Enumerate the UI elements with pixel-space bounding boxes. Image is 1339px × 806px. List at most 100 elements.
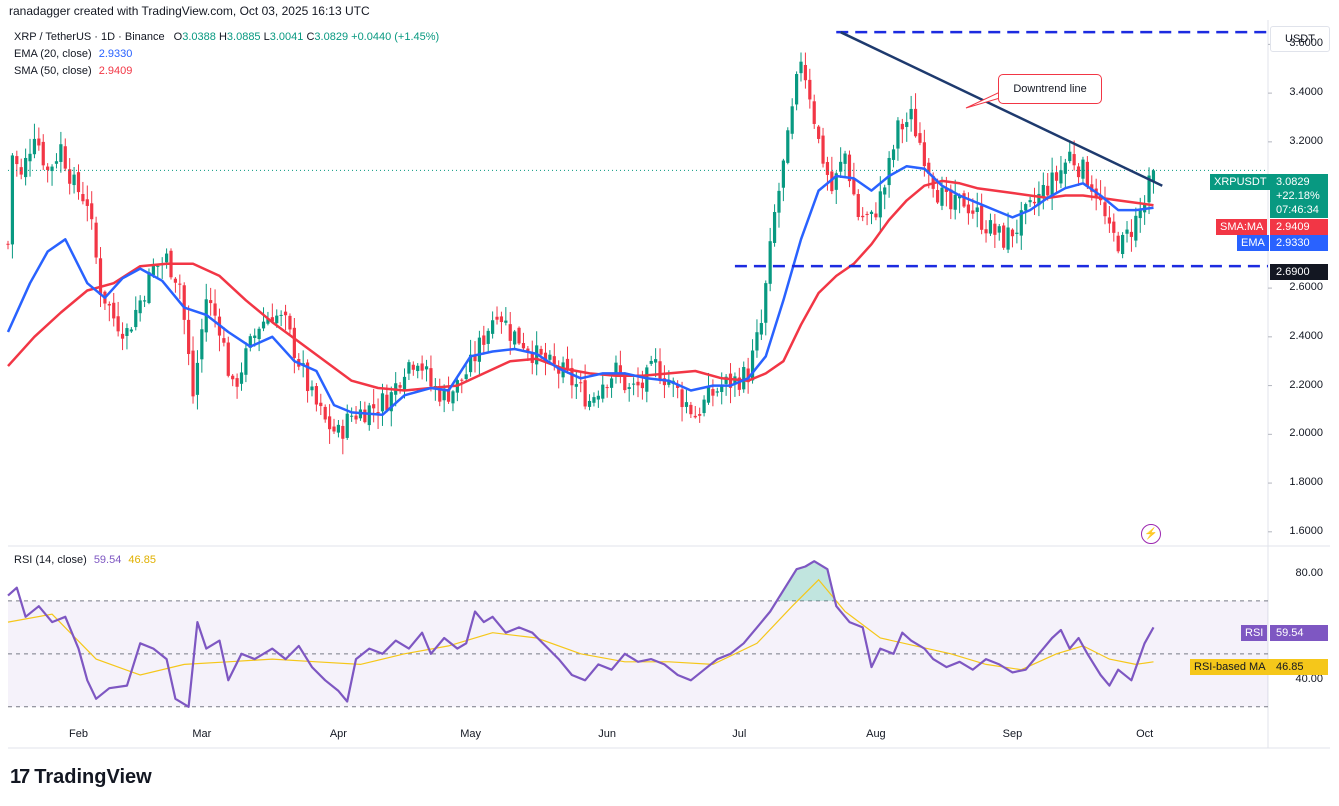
candle-body (521, 342, 526, 349)
candle-body (50, 166, 54, 172)
candle-body (1076, 166, 1081, 178)
candle-body (1041, 184, 1045, 197)
candle-body (1037, 193, 1041, 206)
candle-body (574, 384, 578, 387)
candle-body (579, 382, 583, 384)
candle-body (772, 211, 777, 243)
candle-body (896, 120, 900, 149)
candle-body (191, 350, 195, 397)
candle-body (314, 386, 318, 405)
downtrend-annotation[interactable]: Downtrend line (998, 74, 1102, 104)
candle-body (720, 385, 724, 392)
candle-body (1063, 162, 1067, 174)
candle-body (138, 300, 142, 314)
candle-body (1024, 204, 1028, 211)
candle-body (451, 391, 455, 404)
x-tick-label: Jun (598, 728, 617, 740)
candle-body (526, 348, 530, 353)
candle-body (513, 331, 517, 345)
candle-body (460, 379, 464, 381)
symbol-label[interactable]: XRP / TetherUS · 1D · Binance (14, 31, 165, 43)
candle-body (1032, 201, 1037, 204)
candle-body (367, 405, 371, 426)
rsi-tag-label: RSI (1241, 625, 1268, 641)
tradingview-logo[interactable]: 17 TradingView (10, 766, 152, 789)
candle-body (1147, 175, 1151, 203)
candle-body (795, 74, 799, 105)
candle-body (209, 300, 213, 304)
candle-body (253, 335, 257, 338)
candle-body (482, 335, 486, 345)
candle-body (614, 362, 618, 376)
candle-body (429, 368, 433, 387)
candle-body (843, 153, 847, 164)
candle-body (72, 174, 76, 186)
candle-body (292, 327, 296, 358)
lightning-icon[interactable]: ⚡ (1141, 524, 1161, 544)
candle-body (477, 337, 481, 362)
candle-body (486, 330, 490, 344)
candle-body (548, 354, 552, 360)
x-tick-label: May (460, 728, 481, 740)
candle-body (68, 169, 72, 184)
candle-body (222, 338, 226, 343)
candle-body (288, 315, 292, 330)
candle-body (583, 380, 587, 407)
candle-body (200, 329, 204, 360)
candle-body (81, 194, 85, 202)
candle-body (446, 388, 451, 402)
candle-body (883, 187, 887, 195)
candle-body (1107, 217, 1111, 224)
candle-body (90, 203, 94, 220)
candle-body (275, 315, 279, 324)
candle-body (283, 311, 288, 316)
candle-body (812, 101, 816, 124)
candle-body (1081, 159, 1085, 179)
candle-body (1129, 231, 1134, 237)
x-tick-label: Jul (732, 728, 747, 740)
candle-body (257, 328, 261, 340)
candle-body (63, 146, 67, 169)
rsi-tick-label: 40.00 (1295, 673, 1323, 686)
candle-body (380, 393, 385, 412)
candle-body (662, 378, 667, 386)
candle-body (1138, 209, 1142, 219)
ema-tag-label: EMA (1237, 235, 1269, 251)
candle-body (372, 404, 376, 409)
close-label: C (306, 31, 315, 43)
candle-body (305, 362, 310, 392)
rsi-band (8, 600, 1268, 707)
ema-20-line (6, 164, 1154, 417)
candle-body (909, 108, 913, 120)
currency-button[interactable]: USDT (1270, 26, 1330, 52)
candle-body (975, 207, 979, 213)
rsi-line (7, 560, 1155, 708)
candle-body (839, 161, 843, 172)
symbol-tag: XRPUSDT (1210, 174, 1271, 190)
change-value: +0.0440 (+1.45%) (351, 31, 440, 43)
candle-body (239, 372, 244, 384)
x-tick-label: Mar (192, 728, 212, 740)
candle-body (649, 360, 653, 364)
candle-body (742, 367, 746, 390)
ema-legend-label: EMA (20, close) (14, 48, 92, 60)
candle-body (10, 155, 15, 245)
sma-50-line (7, 179, 1154, 392)
candle-body (1050, 172, 1054, 198)
candle-body (1028, 200, 1032, 203)
candle-body (495, 316, 499, 320)
y-tick-label: 1.6000 (1289, 524, 1323, 537)
rsi-legend-label: RSI (14, close) (14, 554, 87, 566)
rsi-legend[interactable]: RSI (14, close) 59.54 46.85 (14, 553, 156, 567)
candle-body (491, 320, 495, 334)
candle-body (85, 199, 89, 206)
candle-body (764, 283, 768, 323)
y-tick-label: 2.2000 (1289, 378, 1323, 391)
candle-body (28, 153, 32, 162)
ema-legend[interactable]: EMA (20, close) 2.9330 (14, 47, 132, 61)
candle-body (1019, 210, 1023, 236)
y-tick-label: 2.4000 (1289, 329, 1323, 342)
candle-body (940, 187, 944, 206)
sma-legend[interactable]: SMA (50, close) 2.9409 (14, 64, 132, 78)
